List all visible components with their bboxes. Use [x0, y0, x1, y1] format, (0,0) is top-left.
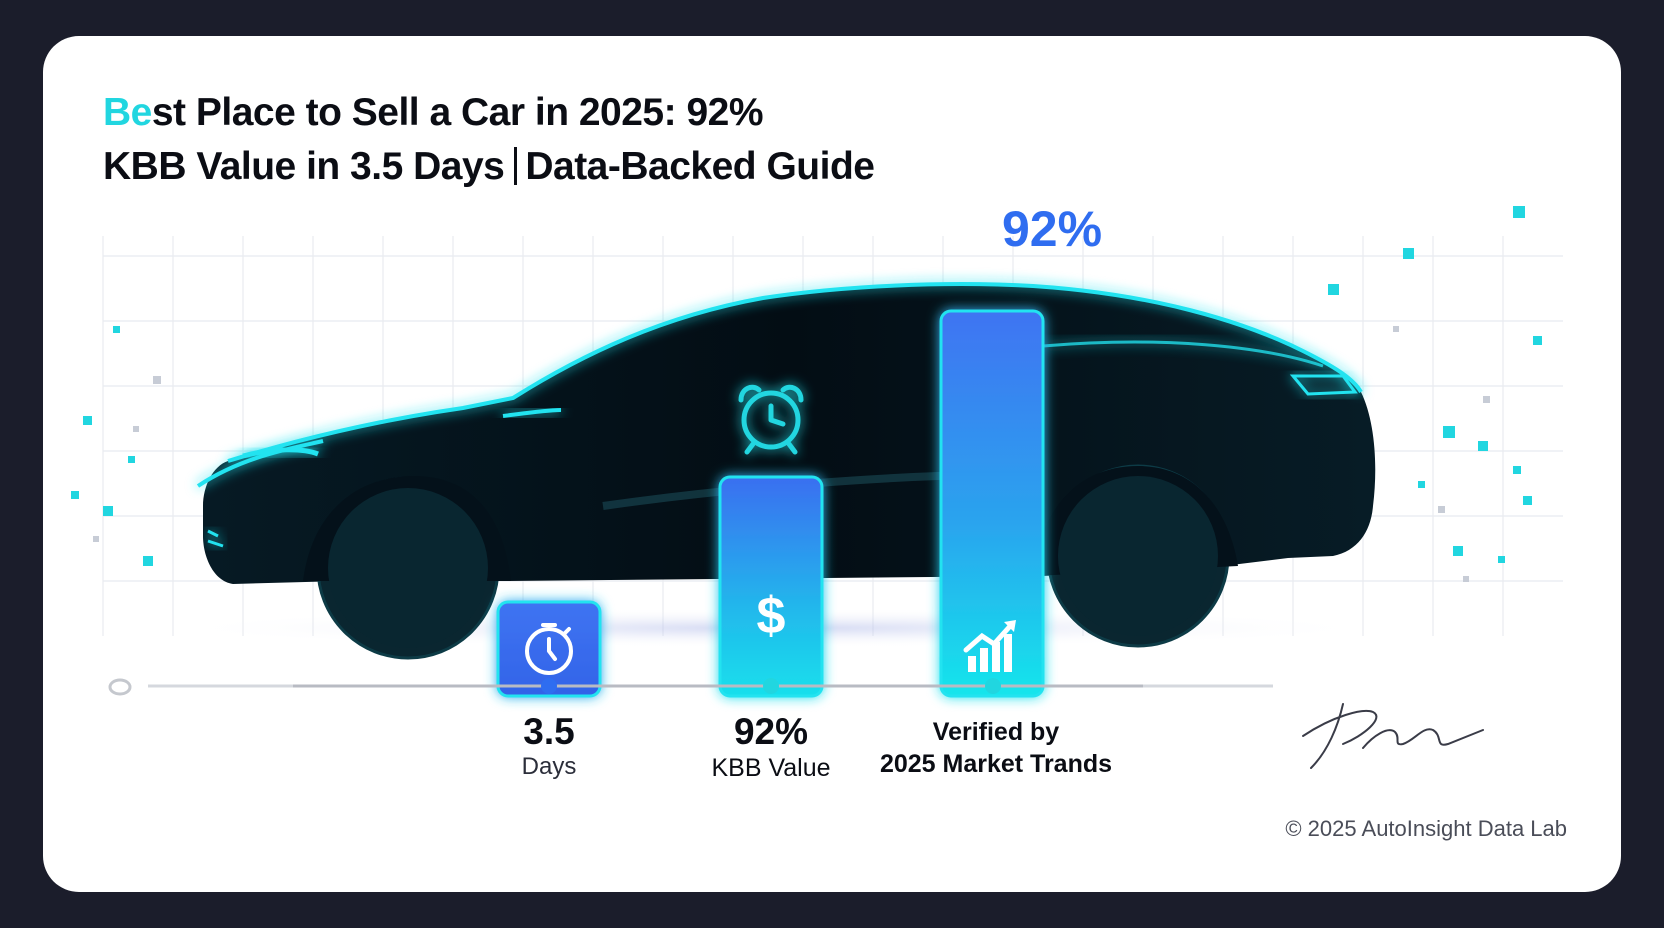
car-silhouette — [196, 282, 1376, 660]
pixel-decoration — [71, 206, 1542, 582]
title-line-2-left: KBB Value in 3.5 Days — [103, 145, 505, 188]
stat-days-value: 3.5 — [523, 711, 575, 752]
title-line-1-rest: st Place to Sell a Car in 2025: 92% — [151, 91, 764, 134]
bar-2 — [718, 475, 824, 698]
title-line-2-right: Data-Backed Guide — [525, 145, 875, 188]
stopwatch-icon — [525, 623, 573, 675]
title-divider — [514, 147, 518, 185]
stat-verified-line-1: Verified by — [932, 718, 1060, 746]
stat-kbb-label: KBB Value — [711, 754, 831, 782]
page-title: Best Place to Sell a Car in 2025: 92% KB… — [103, 86, 875, 194]
stat-days: 3.5 Days — [522, 712, 577, 782]
stat-kbb: 92% KBB Value — [711, 712, 830, 784]
title-line-2: KBB Value in 3.5 Days Data-Backed Guide — [103, 140, 875, 194]
infographic-card: Best Place to Sell a Car in 2025: 92% KB… — [43, 36, 1621, 892]
stat-verified: Verified by 2025 Market Trands — [880, 716, 1112, 780]
stat-verified-line-2: 2025 Market Trands — [879, 750, 1113, 778]
top-percentage: 92% — [1001, 201, 1103, 257]
alarm-clock-icon — [738, 384, 804, 455]
title-line-1: Best Place to Sell a Car in 2025: 92% — [103, 86, 874, 140]
stat-kbb-value: 92% — [733, 711, 809, 752]
growth-chart-icon — [963, 620, 1016, 672]
copyright: © 2025 AutoInsight Data Lab — [1285, 816, 1567, 841]
bar-3 — [939, 309, 1045, 698]
dollar-sign-icon: $ — [756, 587, 786, 645]
timeline — [108, 678, 1273, 696]
signature — [1302, 703, 1484, 769]
title-accent: Be — [103, 91, 152, 134]
car-scene — [102, 236, 1563, 769]
stat-days-label: Days — [521, 753, 577, 780]
